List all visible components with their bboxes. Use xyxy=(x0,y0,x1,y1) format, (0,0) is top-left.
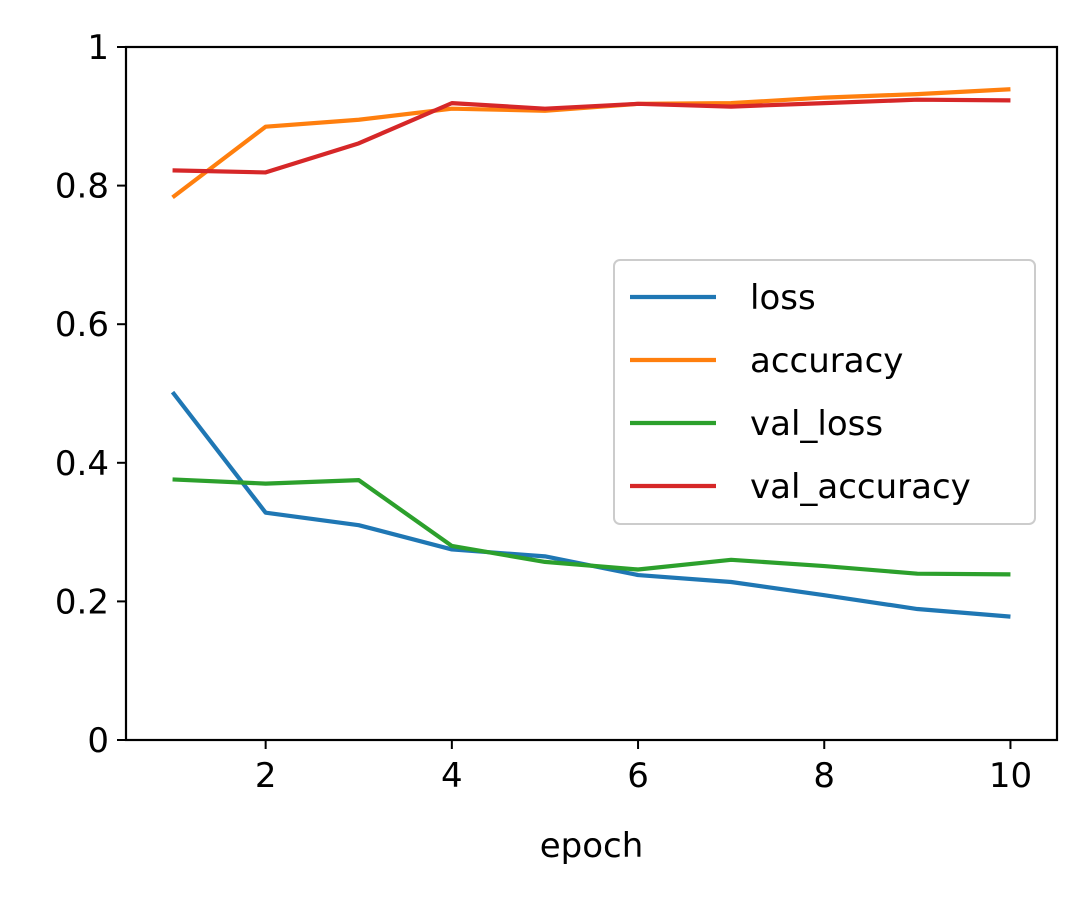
x-tick-label: 6 xyxy=(627,756,649,796)
y-tick-label: 1 xyxy=(87,28,109,68)
legend-label: loss xyxy=(750,278,816,318)
x-tick-label: 2 xyxy=(255,756,277,796)
legend-box xyxy=(613,259,1036,525)
legend-label: val_loss xyxy=(750,404,883,444)
y-tick-label: 0.4 xyxy=(55,444,109,484)
y-tick-label: 0.6 xyxy=(55,305,109,345)
y-tick-label: 0.2 xyxy=(55,582,109,622)
series-layer xyxy=(170,87,1011,619)
legend-label: val_accuracy xyxy=(750,467,971,507)
x-axis: 2 4 6 8 10 xyxy=(255,740,1032,796)
legend: loss accuracy val_loss val_accuracy xyxy=(613,259,1036,525)
x-tick-label: 8 xyxy=(813,756,835,796)
plot-area xyxy=(124,45,1059,742)
x-axis-title: epoch xyxy=(540,826,644,866)
legend-label: accuracy xyxy=(750,341,903,381)
y-tick-label: 0.8 xyxy=(55,167,109,207)
plot-frame xyxy=(124,45,1059,742)
x-tick-label: 4 xyxy=(441,756,463,796)
series-line-val-accuracy xyxy=(172,97,1011,175)
y-tick-label: 0 xyxy=(87,721,109,761)
x-tick-label: 10 xyxy=(989,756,1032,796)
y-axis: 0 0.2 0.4 0.6 0.8 1 xyxy=(55,28,126,761)
series-line-val-loss xyxy=(172,477,1011,577)
